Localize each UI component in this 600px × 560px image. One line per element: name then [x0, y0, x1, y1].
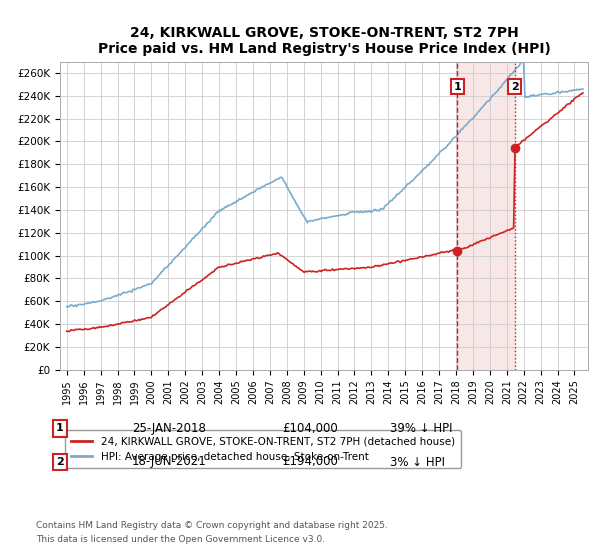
Text: £104,000: £104,000 [282, 422, 338, 435]
HPI: Average price, detached house, Stoke-on-Trent: (2.01e+03, 1.35e+05): Average price, detached house, Stoke-on-… [342, 212, 349, 218]
24, KIRKWALL GROVE, STOKE-ON-TRENT, ST2 7PH (detached house) [152, 311, 160, 318]
Title: 24, KIRKWALL GROVE, STOKE-ON-TRENT, ST2 7PH
Price paid vs. HM Land Registry's Ho: 24, KIRKWALL GROVE, STOKE-ON-TRENT, ST2 … [98, 26, 550, 56]
24, KIRKWALL GROVE, STOKE-ON-TRENT, ST2 7PH (detached house) [446, 248, 454, 254]
Bar [457, 62, 515, 370]
HPI: Average price, detached house, Stoke-on-Trent: (2e+03, 7.86e+04): Average price, detached house, Stoke-on-… [151, 277, 158, 283]
Text: 3% ↓ HPI: 3% ↓ HPI [390, 455, 445, 469]
HPI: Average price, detached house, Stoke-on-Trent: (2.02e+03, 1.72e+05): Average price, detached house, Stoke-on-… [416, 170, 424, 176]
Text: £194,000: £194,000 [282, 455, 338, 469]
24, KIRKWALL GROVE, STOKE-ON-TRENT, ST2 7PH (detached house) [418, 254, 425, 260]
Text: This data is licensed under the Open Government Licence v3.0.: This data is licensed under the Open Gov… [36, 535, 325, 544]
Legend: 24, KIRKWALL GROVE, STOKE-ON-TRENT, ST2 7PH (detached house), HPI: Average price: 24, KIRKWALL GROVE, STOKE-ON-TRENT, ST2 … [65, 430, 461, 468]
24, KIRKWALL GROVE, STOKE-ON-TRENT, ST2 7PH (detached house) [580, 90, 587, 96]
24, KIRKWALL GROVE, STOKE-ON-TRENT, ST2 7PH (detached house) [343, 265, 350, 272]
Text: 18-JUN-2021: 18-JUN-2021 [132, 455, 207, 469]
Line: 24, KIRKWALL GROVE, STOKE-ON-TRENT, ST2 7PH (detached house): 24, KIRKWALL GROVE, STOKE-ON-TRENT, ST2 … [67, 93, 583, 332]
Text: Contains HM Land Registry data © Crown copyright and database right 2025.: Contains HM Land Registry data © Crown c… [36, 521, 388, 530]
24, KIRKWALL GROVE, STOKE-ON-TRENT, ST2 7PH (detached house) [115, 321, 122, 328]
24, KIRKWALL GROVE, STOKE-ON-TRENT, ST2 7PH (detached house) [170, 297, 178, 304]
Text: 39% ↓ HPI: 39% ↓ HPI [390, 422, 452, 435]
Text: 2: 2 [56, 457, 64, 467]
HPI: Average price, detached house, Stoke-on-Trent: (2.02e+03, 2.7e+05): Average price, detached house, Stoke-on-… [518, 58, 526, 65]
24, KIRKWALL GROVE, STOKE-ON-TRENT, ST2 7PH (detached house) [66, 328, 73, 335]
HPI: Average price, detached house, Stoke-on-Trent: (2.03e+03, 2.46e+05): Average price, detached house, Stoke-on-… [580, 86, 587, 92]
HPI: Average price, detached house, Stoke-on-Trent: (2e+03, 9.62e+04): Average price, detached house, Stoke-on-… [169, 256, 176, 263]
24, KIRKWALL GROVE, STOKE-ON-TRENT, ST2 7PH (detached house) [63, 328, 70, 334]
Text: 25-JAN-2018: 25-JAN-2018 [132, 422, 206, 435]
HPI: Average price, detached house, Stoke-on-Trent: (2.02e+03, 1.98e+05): Average price, detached house, Stoke-on-… [445, 141, 452, 147]
Text: 2: 2 [511, 82, 518, 92]
Text: 1: 1 [56, 423, 64, 433]
Line: HPI: Average price, detached house, Stoke-on-Trent: HPI: Average price, detached house, Stok… [67, 62, 583, 307]
Text: 1: 1 [454, 82, 461, 92]
HPI: Average price, detached house, Stoke-on-Trent: (2e+03, 6.54e+04): Average price, detached house, Stoke-on-… [114, 292, 121, 298]
HPI: Average price, detached house, Stoke-on-Trent: (2e+03, 5.52e+04): Average price, detached house, Stoke-on-… [63, 304, 70, 310]
